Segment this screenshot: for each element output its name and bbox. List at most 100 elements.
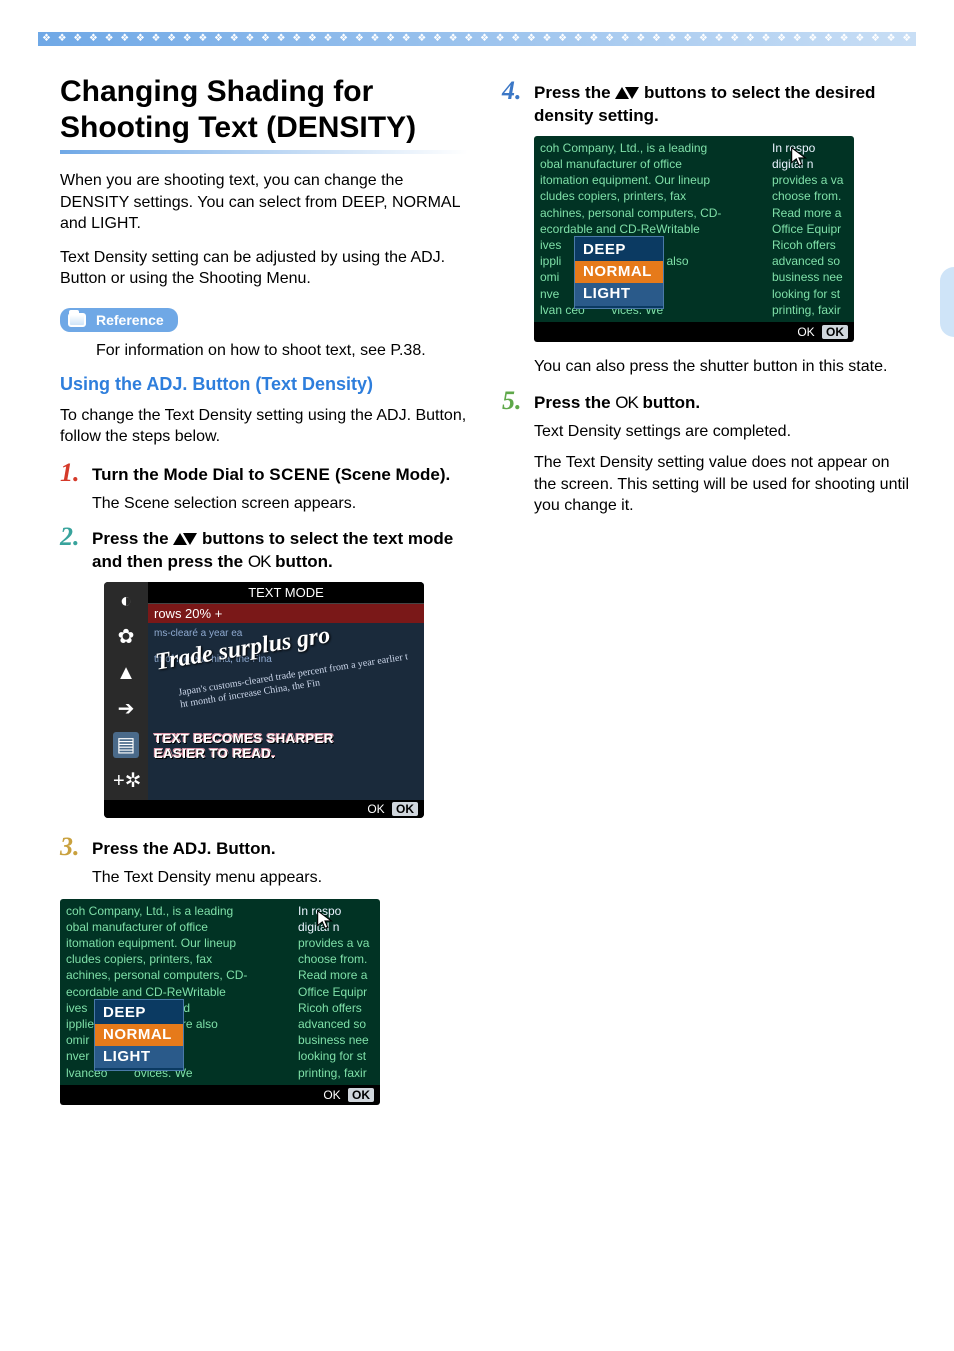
step-4-text: Press the buttons to select the desired … xyxy=(534,78,910,128)
step-5: 5. Press the OK button. xyxy=(502,388,910,415)
left-column: Changing Shading for Shooting Text (DENS… xyxy=(60,64,468,1121)
step-1-suffix: (Scene Mode). xyxy=(330,465,450,484)
step-5-body-a: Text Density settings are completed. xyxy=(502,421,910,443)
intro-para-2: Text Density setting can be adjusted by … xyxy=(60,247,468,290)
step-1: 1. Turn the Mode Dial to SCENE (Scene Mo… xyxy=(60,460,468,487)
sub-intro: To change the Text Density setting using… xyxy=(60,405,468,448)
two-column-layout: Changing Shading for Shooting Text (DENS… xyxy=(0,64,954,1161)
gr5: Office Equipr xyxy=(298,984,376,1000)
ok-glyph-2: OK xyxy=(615,393,638,412)
lcd-news-body: ms-clearé a year ea th of increas hina, … xyxy=(148,623,424,729)
gr2: provides a va xyxy=(298,935,376,951)
leaf-icon: ✿ xyxy=(113,624,139,650)
scene-word: SCENE xyxy=(269,465,330,484)
opt-deep: DEEP xyxy=(95,1002,183,1024)
lcd-text-mode: ◐ ✿ ▲ ➔ ▤ +✲ TEXT MODE rows 20% + ms-cle… xyxy=(104,582,424,818)
globe-icon: ◐ xyxy=(113,588,139,614)
overlay1: TEXT BECOMES SHARPER xyxy=(154,731,334,746)
footer-ok: OK xyxy=(367,802,384,816)
gr1: digital n xyxy=(298,919,376,935)
rr1: digital n xyxy=(772,156,850,172)
lcd-green-left-2: coh Company, Ltd., is a leading obal man… xyxy=(534,136,768,322)
lcd-footer: OK OK xyxy=(104,800,424,818)
gfoot-ok-btn-2: OK xyxy=(822,325,848,339)
rl5: ecordable and CD-ReWritable xyxy=(540,221,762,237)
step-1-prefix: Turn the Mode Dial to xyxy=(92,465,269,484)
lcd-main: TEXT MODE rows 20% + ms-clearé a year ea… xyxy=(148,582,424,800)
rl0: coh Company, Ltd., is a leading xyxy=(540,140,762,156)
folder-icon xyxy=(66,311,88,329)
lcd-green-footer: OK OK xyxy=(60,1085,380,1105)
step-num-5: 5. xyxy=(502,388,524,414)
reference-pill: Reference xyxy=(60,308,178,332)
reference-body: For information on how to shoot text, se… xyxy=(60,340,468,362)
intro-para-1: When you are shooting text, you can chan… xyxy=(60,170,468,235)
gl3: cludes copiers, printers, fax xyxy=(66,951,288,967)
gl1: obal manufacturer of office xyxy=(66,919,288,935)
blue-subheading: Using the ADJ. Button (Text Density) xyxy=(60,374,468,395)
gr8: business nee xyxy=(298,1032,376,1048)
rr8: business nee xyxy=(772,269,850,285)
rr2: provides a va xyxy=(772,172,850,188)
lcd-green-right-2: In respo digital n provides a va choose … xyxy=(768,136,854,322)
step-5-suffix: button. xyxy=(638,393,700,412)
density-popup-right: DEEP NORMAL LIGHT xyxy=(574,236,664,309)
reference-label: Reference xyxy=(96,312,164,328)
lcd-green-right: In respo digital n provides a va choose … xyxy=(294,899,380,1085)
step-num-4: 4. xyxy=(502,78,524,104)
doc-icon: ▤ xyxy=(113,732,139,758)
gr3: choose from. xyxy=(298,951,376,967)
step-2-prefix: Press the xyxy=(92,529,173,548)
step-2-text: Press the buttons to select the text mod… xyxy=(92,524,468,574)
side-tab xyxy=(940,267,954,337)
lcd-density-right: coh Company, Ltd., is a leading obal man… xyxy=(534,136,854,342)
rl1: obal manufacturer of office xyxy=(540,156,762,172)
decor-diamond-band: ❖❖❖❖❖❖❖❖❖❖❖❖❖❖❖❖❖❖❖❖❖❖❖❖❖❖❖❖❖❖❖❖❖❖❖❖❖❖❖❖… xyxy=(38,32,916,46)
opt-light: LIGHT xyxy=(95,1046,183,1068)
opt-deep-2: DEEP xyxy=(575,239,663,261)
step-4-body: You can also press the shutter button in… xyxy=(502,356,910,378)
rr6: Ricoh offers xyxy=(772,237,850,253)
lcd-green-left: coh Company, Ltd., is a leading obal man… xyxy=(60,899,294,1085)
arrow-down-icon xyxy=(183,533,197,545)
opt-light-2: LIGHT xyxy=(575,283,663,305)
gr4: Read more a xyxy=(298,967,376,983)
rr3: choose from. xyxy=(772,188,850,204)
gfoot-ok-btn: OK xyxy=(348,1088,374,1102)
step-3-body: The Text Density menu appears. xyxy=(60,867,468,889)
step-4: 4. Press the buttons to select the desir… xyxy=(502,78,910,128)
step-4-prefix: Press the xyxy=(534,83,615,102)
gr0: In respo xyxy=(298,903,376,919)
rr7: advanced so xyxy=(772,253,850,269)
rl4: achines, personal computers, CD- xyxy=(540,205,762,221)
lcd-rows-line: rows 20% + xyxy=(148,604,424,623)
rr9: looking for st xyxy=(772,286,850,302)
footer-ok-btn: OK xyxy=(392,802,418,816)
plus-cog-icon: +✲ xyxy=(113,768,139,794)
lcd-overlay: TEXT BECOMES SHARPER EASIER TO READ. xyxy=(148,729,424,765)
step-num-2: 2. xyxy=(60,524,82,550)
rr5: Office Equipr xyxy=(772,221,850,237)
step-2-suffix: button. xyxy=(270,552,332,571)
density-popup-left: DEEP NORMAL LIGHT xyxy=(94,999,184,1072)
opt-normal-2: NORMAL xyxy=(575,261,663,283)
overlay2: EASIER TO READ. xyxy=(154,746,275,761)
heading-separator xyxy=(60,150,468,154)
step-3: 3. Press the ADJ. Button. xyxy=(60,834,468,861)
gr10: printing, faxir xyxy=(298,1065,376,1081)
step-5-body-b: The Text Density setting value does not … xyxy=(502,452,910,517)
gfoot-ok: OK xyxy=(323,1088,340,1102)
gl5: ecordable and CD-ReWritable xyxy=(66,984,288,1000)
gfoot-ok-2: OK xyxy=(797,325,814,339)
ok-glyph: OK xyxy=(248,552,271,571)
step-1-body: The Scene selection screen appears. xyxy=(60,493,468,515)
step-1-text: Turn the Mode Dial to SCENE (Scene Mode)… xyxy=(92,460,450,487)
lcd-green-footer-2: OK OK xyxy=(534,322,854,342)
rr4: Read more a xyxy=(772,205,850,221)
step-3-text: Press the ADJ. Button. xyxy=(92,834,276,861)
rl3: cludes copiers, printers, fax xyxy=(540,188,762,204)
step-5-text: Press the OK button. xyxy=(534,388,700,415)
mountain-icon: ▲ xyxy=(113,660,139,686)
opt-normal: NORMAL xyxy=(95,1024,183,1046)
gl4: achines, personal computers, CD- xyxy=(66,967,288,983)
